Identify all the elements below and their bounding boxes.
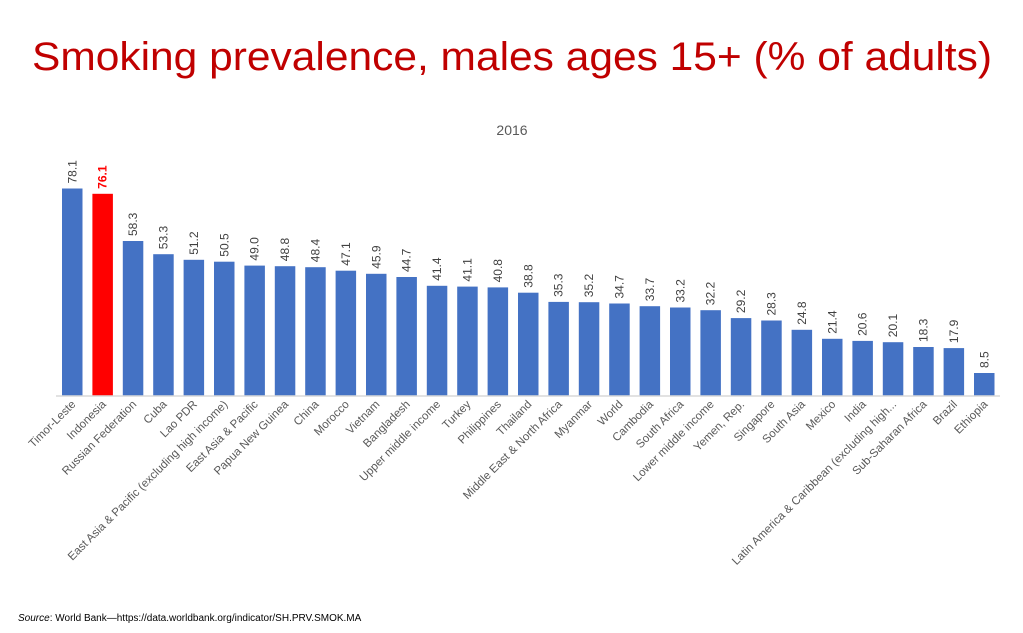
source-text: : World Bank—https://data.worldbank.org/… [50, 613, 362, 624]
data-label-indonesia: 76.1 [96, 165, 110, 189]
bar-yemen-rep [730, 318, 752, 396]
data-label-lower-middle-income: 32.2 [704, 282, 718, 306]
data-label-china: 48.4 [308, 239, 322, 263]
bar-latin-america-caribbean-excluding-high [882, 342, 904, 396]
bar-ethiopia [974, 373, 995, 396]
data-label-sub-saharan-africa: 18.3 [916, 318, 930, 342]
data-label-russian-federation: 58.3 [126, 212, 140, 236]
source-label: Source [18, 613, 50, 624]
data-label-thailand: 38.8 [521, 264, 535, 288]
data-label-morocco: 47.1 [339, 242, 353, 266]
bar-singapore [761, 320, 782, 396]
data-label-philippines: 40.8 [491, 259, 505, 283]
bar-east-asia-pacific-excluding-high-income [214, 261, 235, 396]
chart-subtitle: 2016 [496, 122, 527, 138]
bar-east-asia-pacific [244, 265, 265, 396]
bar-sub-saharan-africa [913, 347, 934, 396]
data-label-turkey: 41.1 [460, 258, 474, 282]
bar-india [852, 340, 873, 396]
bar-south-asia [791, 329, 813, 396]
bar-middle-east-north-africa [548, 301, 569, 396]
data-label-india: 20.6 [856, 312, 870, 336]
bar-mexico [822, 338, 843, 396]
bar-thailand [518, 292, 539, 396]
data-label-timor-leste: 78.1 [65, 160, 79, 184]
data-label-cuba: 53.3 [156, 226, 170, 250]
bar-south-africa [670, 307, 691, 396]
data-label-mexico: 21.4 [825, 310, 839, 334]
x-tick-label-india: India [843, 398, 870, 425]
bars-group [62, 188, 995, 396]
chart-title: Smoking prevalence, males ages 15+ (% of… [32, 35, 992, 79]
data-label-bangladesh: 44.7 [400, 248, 414, 272]
x-tick-label-cuba: Cuba [142, 398, 170, 426]
bar-papua-new-guinea [274, 266, 296, 396]
bar-morocco [335, 270, 357, 396]
data-label-south-africa: 33.2 [673, 279, 687, 303]
data-label-singapore: 28.3 [764, 292, 778, 316]
bar-upper-middle-income [426, 285, 448, 396]
data-label-east-asia-pacific-excluding-high-income: 50.5 [217, 233, 231, 257]
data-label-vietnam: 45.9 [369, 245, 383, 269]
data-label-east-asia-pacific: 49.0 [248, 237, 262, 261]
bar-timor-leste [62, 188, 83, 396]
data-label-south-asia: 24.8 [795, 301, 809, 325]
bar-brazil [943, 348, 965, 396]
data-label-middle-east-north-africa: 35.3 [552, 273, 566, 297]
bar-russian-federation [122, 241, 144, 396]
bar-bangladesh [396, 277, 417, 396]
data-label-ethiopia: 8.5 [977, 351, 991, 368]
x-tick-label-mexico: Mexico [804, 399, 838, 433]
data-label-cambodia: 33.7 [643, 278, 657, 302]
bar-china [305, 267, 326, 396]
bar-philippines [487, 287, 509, 396]
bar-cambodia [639, 306, 661, 396]
bar-indonesia [92, 193, 113, 396]
bar-lao-pdr [183, 259, 205, 396]
bar-lower-middle-income [700, 310, 721, 396]
data-label-brazil: 17.9 [947, 319, 961, 343]
data-labels-group: 78.1 76.1 58.3 53.3 51.2 50.5 49.0 48.8 48.4 47.1… [65, 160, 991, 368]
x-tick-label-ethiopia: Ethiopia [953, 398, 991, 436]
bar-myanmar [578, 302, 600, 396]
data-label-latin-america-caribbean-excluding-high: 20.1 [886, 314, 900, 338]
data-label-lao-pdr: 51.2 [187, 231, 201, 255]
source-note: Source: World Bank—https://data.worldban… [18, 613, 362, 624]
data-label-world: 34.7 [612, 275, 626, 299]
bar-vietnam [366, 273, 387, 396]
bar-turkey [457, 286, 478, 396]
x-tick-label-brazil: Brazil [931, 399, 960, 428]
data-label-papua-new-guinea: 48.8 [278, 238, 292, 262]
data-label-yemen-rep: 29.2 [734, 289, 748, 313]
bar-world [609, 303, 630, 396]
x-tick-label-timor-leste: Timor-Leste [27, 399, 79, 451]
data-label-upper-middle-income: 41.4 [430, 257, 444, 281]
bar-cuba [153, 254, 174, 396]
data-label-myanmar: 35.2 [582, 274, 596, 298]
